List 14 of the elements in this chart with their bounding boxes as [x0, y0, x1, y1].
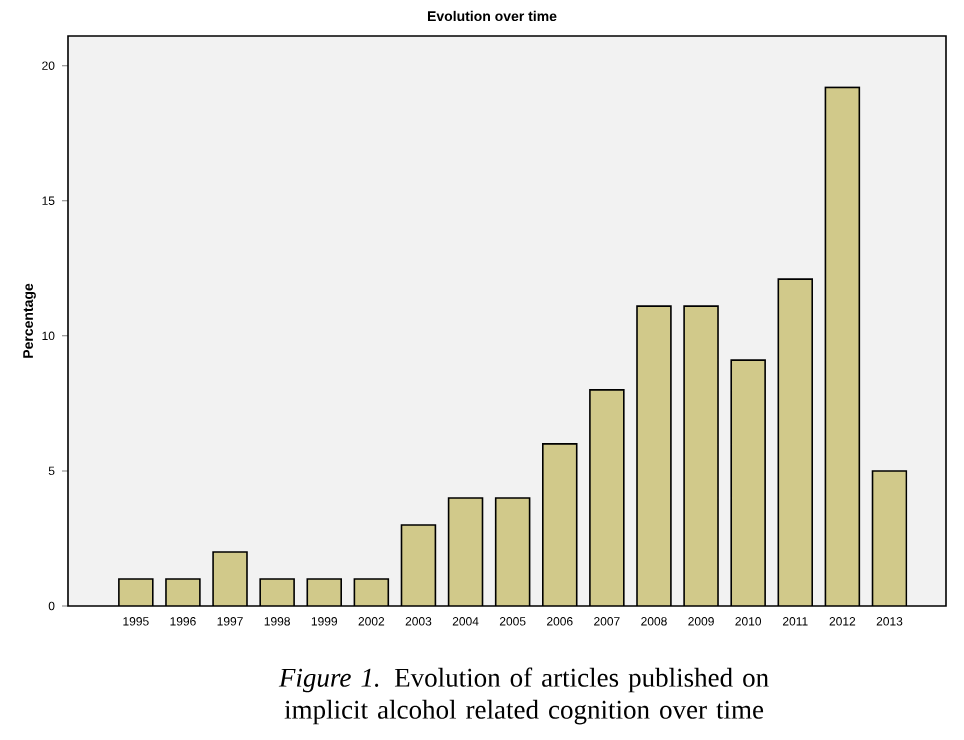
- bar: [778, 279, 813, 606]
- bar: [495, 497, 530, 606]
- bar: [637, 306, 671, 606]
- bar: [354, 578, 389, 606]
- bar: [684, 306, 719, 606]
- bar: [589, 389, 624, 606]
- text: Figure 1. Evolution of articles published on implicit alcohol related cognition over time: [278, 667, 769, 725]
- bar: [213, 551, 247, 606]
- bar: [731, 360, 766, 606]
- bar: [542, 443, 577, 606]
- bar: [825, 87, 860, 606]
- bar: [401, 524, 436, 606]
- bar: [448, 497, 483, 606]
- bar: [871, 470, 908, 606]
